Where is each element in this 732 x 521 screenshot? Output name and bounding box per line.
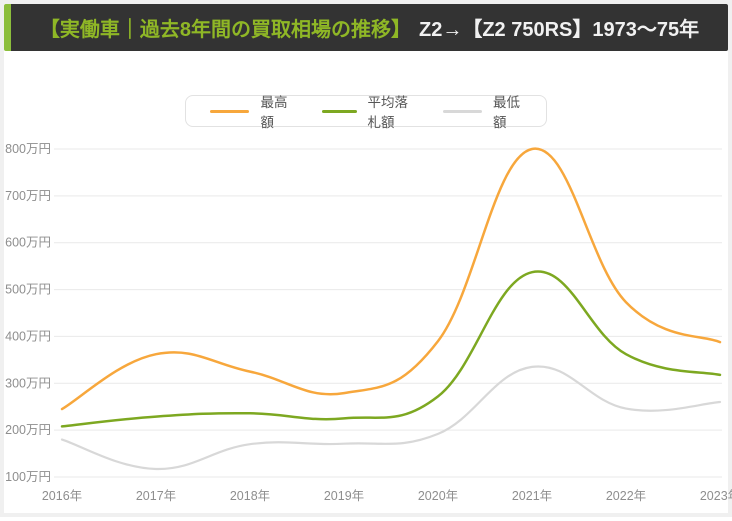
legend-line-swatch-average [321, 109, 357, 113]
y-tick-label: 700万円 [5, 189, 51, 203]
legend-item-max[interactable]: 最高額 [210, 91, 290, 131]
legend-label-min: 最低額 [492, 95, 520, 130]
chart-legend: 最高額 平均落札額 最低額 [185, 95, 547, 130]
gridlines [54, 148, 722, 478]
x-tick-label: 2019年 [324, 489, 364, 503]
page-title-model: Z2→【Z2 750RS】1973〜75年 [418, 19, 700, 41]
page-title-highlight: 【実働車｜過去8年間の買取相場の推移】 [39, 19, 411, 41]
y-tick-label: 600万円 [5, 236, 51, 250]
legend-item-average[interactable]: 平均落札額 [321, 91, 411, 131]
x-tick-label: 2021年 [512, 489, 552, 503]
legend-line-swatch-max [210, 109, 250, 113]
x-tick-label: 2017年 [136, 489, 176, 503]
y-tick-label: 800万円 [5, 142, 51, 156]
line-series-1 [60, 270, 722, 428]
line-series-2 [60, 365, 722, 471]
legend-label-max: 最高額 [260, 95, 288, 130]
header-bar: 【実働車｜過去8年間の買取相場の推移】 Z2→【Z2 750RS】1973〜75… [4, 4, 728, 51]
x-tick-label: 2023年 [700, 489, 732, 503]
x-axis-labels: 2016年 2017年 2018年 2019年 2020年 2021年 2022年 2023年 [42, 489, 732, 503]
y-tick-label: 100万円 [5, 470, 51, 484]
legend-label-average: 平均落札額 [367, 95, 409, 130]
y-tick-label: 400万円 [5, 329, 51, 343]
x-tick-label: 2022年 [606, 489, 646, 503]
y-tick-label: 300万円 [5, 376, 51, 390]
y-axis-labels: 100万円 200万円 300万円 400万円 500万円 600万円 700万円 800万円 [5, 142, 51, 484]
line-series-0 [60, 147, 722, 411]
x-tick-label: 2020年 [418, 489, 458, 503]
x-tick-label: 2018年 [230, 489, 270, 503]
legend-line-swatch-min [442, 109, 482, 113]
x-tick-label: 2016年 [42, 489, 82, 503]
price-trend-line-chart: 100万円 200万円 300万円 400万円 500万円 600万円 700万円 800万円… [5, 142, 732, 503]
y-tick-label: 500万円 [5, 283, 51, 297]
y-tick-label: 200万円 [5, 423, 51, 437]
legend-item-min[interactable]: 最低額 [442, 91, 523, 131]
